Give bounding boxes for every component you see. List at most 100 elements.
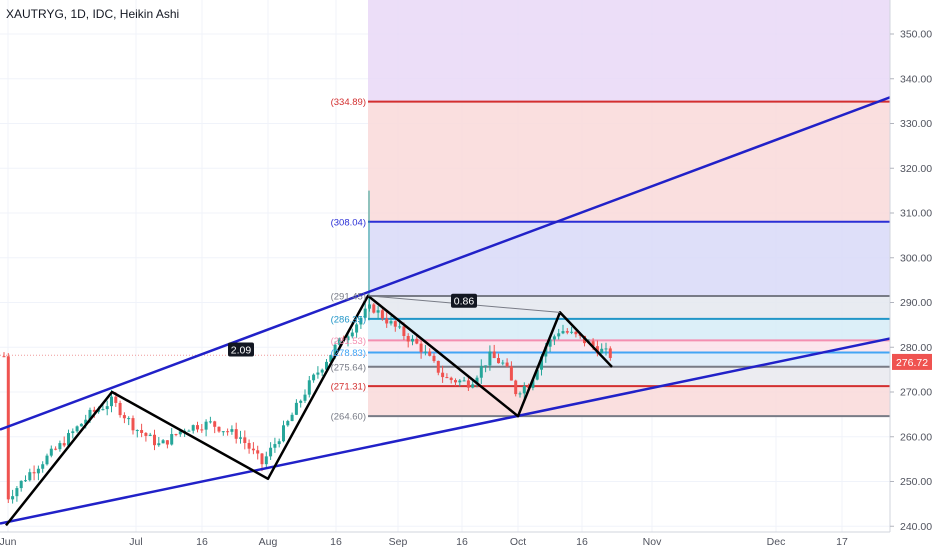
last-price-badge[interactable]	[892, 353, 932, 370]
candle-body	[484, 365, 488, 367]
fib-level-label: (308.04)	[331, 217, 366, 228]
fib-zone	[368, 0, 890, 102]
candle	[454, 378, 457, 387]
candle	[36, 465, 40, 481]
candle	[509, 361, 513, 381]
time-tick-label: Aug	[259, 536, 278, 548]
price-tick-label: 240.00	[900, 521, 932, 533]
candle-body	[393, 321, 397, 327]
candle-body	[428, 351, 432, 356]
time-tick-label: 16	[456, 536, 468, 548]
candle-body	[497, 358, 500, 364]
fib-level-label: (271.31)	[331, 382, 366, 393]
channel-lower-line[interactable]	[0, 336, 894, 525]
candle	[355, 322, 359, 338]
candle	[415, 336, 419, 345]
candle	[501, 359, 505, 366]
fib-zone	[368, 296, 890, 319]
candle	[316, 366, 320, 379]
candle	[11, 489, 15, 504]
candle	[449, 376, 453, 384]
candle-body	[466, 380, 470, 388]
candle-body	[54, 448, 58, 450]
candle	[221, 430, 225, 436]
channel-lines[interactable]	[0, 95, 894, 525]
candle-body	[28, 472, 32, 481]
candle-body	[591, 341, 595, 347]
candle	[226, 428, 230, 436]
candle	[24, 475, 27, 482]
candle-body	[561, 331, 565, 334]
candle-body	[135, 430, 139, 432]
candle	[505, 358, 509, 368]
time-tick-label: Dec	[767, 536, 786, 548]
candle	[67, 429, 70, 448]
candle	[595, 340, 599, 357]
candle-body	[2, 356, 6, 358]
candle	[488, 345, 492, 371]
candle-body	[178, 431, 182, 435]
candle-body	[522, 386, 526, 394]
candle	[71, 428, 75, 439]
candle	[294, 399, 298, 416]
candle	[191, 424, 195, 434]
fib-level-label: (286.35)	[331, 314, 366, 325]
candle-body	[415, 338, 419, 344]
candle-body	[475, 377, 479, 385]
time-tick-label: 16	[196, 536, 208, 548]
candle	[204, 419, 208, 437]
candle	[41, 461, 45, 473]
candle	[62, 436, 66, 448]
candle	[303, 389, 307, 403]
time-tick-label: Oct	[510, 536, 526, 548]
candle-body	[260, 453, 264, 465]
candle	[458, 378, 462, 387]
candle-body	[363, 308, 367, 318]
price-axis-bg	[890, 0, 932, 550]
candle-body	[346, 336, 350, 341]
time-axis[interactable]: Jun Jul 16 Aug 16 Sep 16 Oct 16 Nov Dec 17	[0, 531, 932, 550]
candle	[380, 307, 384, 321]
candle-body	[488, 351, 492, 366]
candle	[557, 328, 561, 340]
candle	[320, 368, 324, 377]
price-tick-label: 340.00	[900, 73, 932, 85]
candle-body	[148, 434, 152, 436]
ratio-label-box	[228, 342, 254, 357]
candle	[604, 342, 608, 356]
candle-body	[303, 394, 307, 401]
candle	[299, 399, 303, 408]
candle-body	[24, 480, 27, 482]
candle-body	[441, 372, 445, 378]
candle-body	[153, 434, 156, 446]
candle	[187, 429, 191, 432]
ratio-annotations: 2.09 0.86	[228, 293, 477, 357]
candle	[75, 425, 79, 433]
time-tick-label: 16	[576, 536, 588, 548]
candle-body	[19, 480, 23, 489]
candle	[127, 416, 131, 426]
candle	[140, 423, 144, 438]
candle	[247, 439, 251, 454]
candle-body	[127, 418, 131, 420]
price-tick-label: 300.00	[900, 252, 932, 264]
candle	[144, 432, 148, 442]
candle	[432, 353, 436, 363]
fib-zone	[368, 318, 890, 341]
fib-zone	[368, 221, 890, 297]
price-tick-label: 320.00	[900, 163, 932, 175]
candle	[208, 416, 212, 424]
candle-body	[509, 366, 513, 381]
candle	[419, 340, 423, 359]
candle	[79, 423, 83, 427]
candle-body	[604, 348, 608, 350]
candle	[165, 440, 169, 449]
candle	[350, 328, 354, 339]
channel-upper-line[interactable]	[0, 95, 894, 431]
candle-body	[269, 447, 273, 457]
price-axis[interactable]: 240.00 250.00 260.00 270.00 280.00 290.00 300.…	[889, 0, 932, 550]
candle	[363, 301, 367, 321]
candle-body	[600, 348, 604, 354]
price-tick-label: 260.00	[900, 431, 932, 443]
